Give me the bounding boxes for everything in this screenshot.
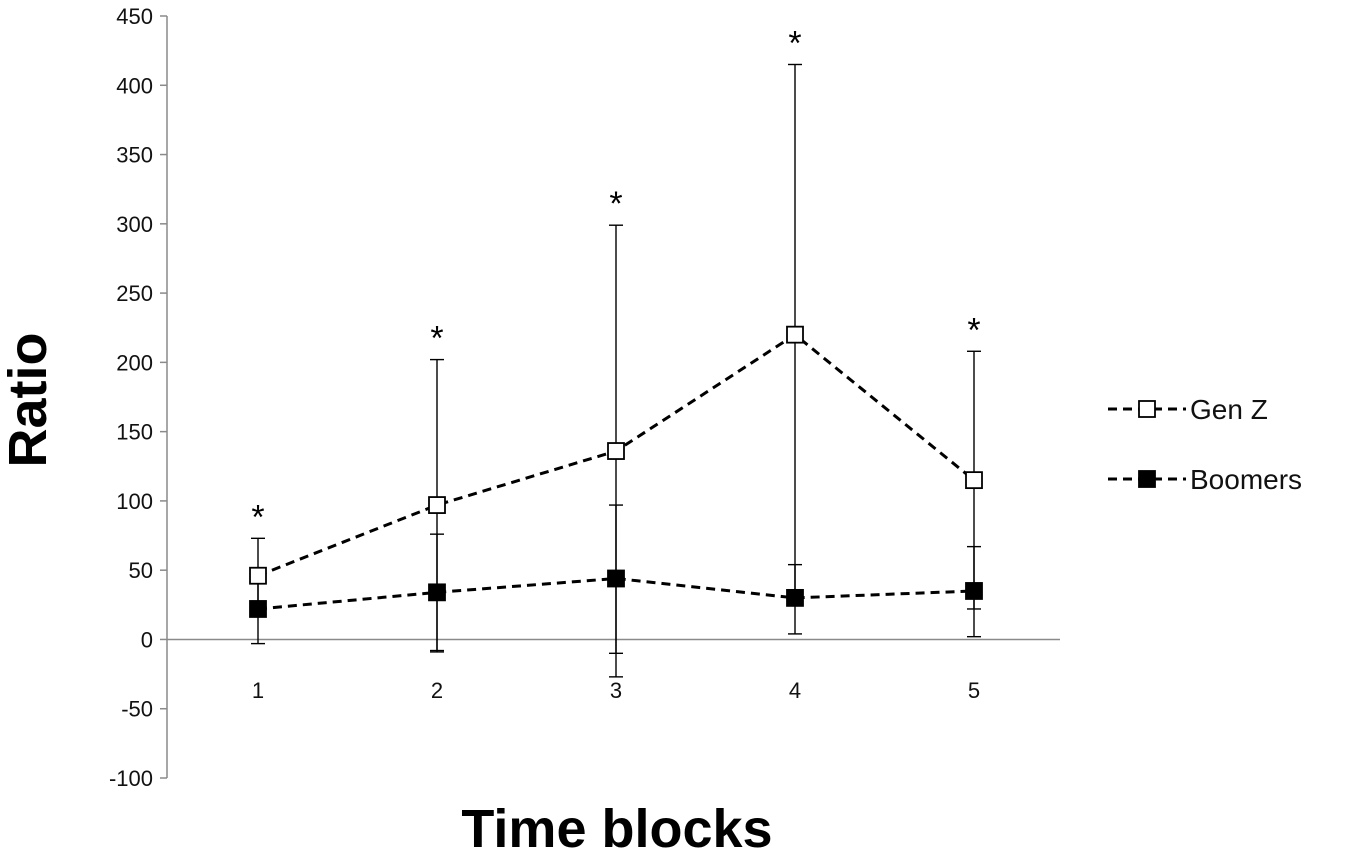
y-axis-title: Ratio — [0, 333, 58, 468]
legend: Gen Z Boomers — [1108, 394, 1302, 495]
legend-marker — [1138, 470, 1156, 488]
y-tick-label: 250 — [116, 281, 153, 306]
x-ticks: 1 2 3 4 5 — [252, 678, 980, 703]
y-tick-label: 350 — [116, 143, 153, 168]
data-point-gen-z — [428, 496, 446, 514]
x-tick-label: 3 — [610, 678, 622, 703]
axes — [166, 16, 1060, 778]
y-tick-label: 200 — [116, 350, 153, 375]
legend-item: Boomers — [1108, 464, 1302, 495]
significance-markers: * * * * * — [251, 24, 980, 536]
data-point-gen-z — [786, 325, 804, 344]
data-point-gen-z — [607, 442, 625, 460]
data-point-gen-z — [965, 471, 983, 490]
x-tick-label: 5 — [968, 678, 980, 703]
data-point-boomers — [249, 600, 267, 618]
legend-label: Gen Z — [1190, 394, 1268, 425]
data-point-boomers — [786, 588, 804, 607]
significance-star: * — [788, 24, 801, 62]
y-tick-label: 100 — [116, 489, 153, 514]
y-tick-label: -100 — [109, 766, 153, 791]
legend-marker — [1138, 400, 1156, 418]
significance-star: * — [609, 185, 622, 223]
legend-item: Gen Z — [1108, 394, 1268, 425]
y-tick-label: 150 — [116, 420, 153, 445]
legend-label: Boomers — [1190, 464, 1302, 495]
y-tick-label: 300 — [116, 212, 153, 237]
data-point-gen-z — [249, 566, 267, 585]
data-point-boomers — [607, 569, 625, 588]
x-tick-label: 2 — [431, 678, 443, 703]
significance-star: * — [967, 311, 980, 349]
series-markers — [249, 325, 983, 618]
data-point-boomers — [965, 582, 983, 600]
x-tick-label: 1 — [252, 678, 264, 703]
y-tick-label: 400 — [116, 73, 153, 98]
x-axis-title: Time blocks — [461, 799, 772, 856]
y-ticks: -100 -50 0 50 100 150 200 250 300 350 400 450 — [109, 4, 167, 791]
y-tick-label: 50 — [129, 558, 153, 583]
y-tick-label: -50 — [121, 697, 153, 722]
significance-star: * — [430, 320, 443, 358]
y-tick-label: 0 — [141, 627, 153, 652]
data-point-boomers — [428, 583, 446, 602]
y-tick-label: 450 — [116, 4, 153, 29]
significance-star: * — [251, 498, 264, 536]
x-tick-label: 4 — [789, 678, 801, 703]
